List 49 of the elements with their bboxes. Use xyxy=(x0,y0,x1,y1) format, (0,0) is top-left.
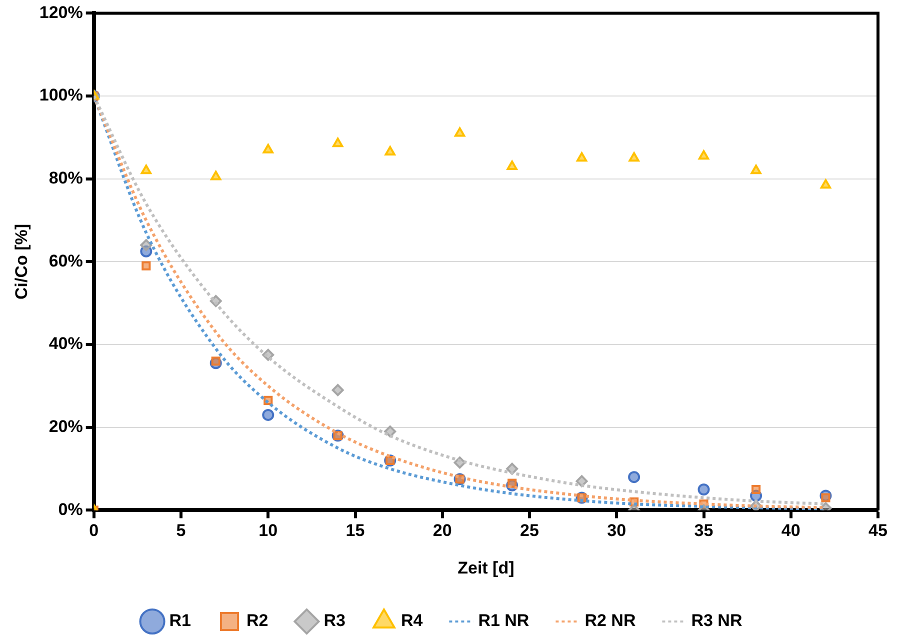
point xyxy=(698,150,710,160)
y-tick-label: 60% xyxy=(48,251,83,270)
x-tick-label: 10 xyxy=(258,521,278,540)
point xyxy=(262,144,274,154)
point xyxy=(262,408,274,421)
legend-label: R4 xyxy=(400,611,424,630)
x-tick-label: 25 xyxy=(520,521,539,540)
point xyxy=(628,152,640,162)
legend-label: R2 NR xyxy=(584,611,636,630)
y-tick-label: 40% xyxy=(48,334,83,354)
point xyxy=(142,261,151,270)
point xyxy=(384,426,396,438)
legend-label: R2 xyxy=(246,611,268,630)
y-axis-title: Ci/Co [%] xyxy=(12,224,31,300)
x-tick-label: 15 xyxy=(346,521,365,540)
point xyxy=(454,127,466,137)
y-tick-label: 80% xyxy=(48,168,83,188)
x-tick-label: 20 xyxy=(432,521,452,540)
point xyxy=(332,384,344,396)
x-tick-label: 30 xyxy=(607,521,626,540)
point xyxy=(750,164,762,174)
x-tick-label: 45 xyxy=(868,521,888,540)
point xyxy=(820,179,832,189)
point xyxy=(821,493,830,502)
point xyxy=(506,160,518,170)
point xyxy=(140,239,152,252)
point xyxy=(576,152,588,162)
y-tick-label: 100% xyxy=(39,86,83,105)
point xyxy=(698,483,710,496)
point xyxy=(384,146,396,156)
x-tick-label: 5 xyxy=(176,521,186,540)
point xyxy=(140,164,152,174)
point xyxy=(332,138,344,148)
point xyxy=(751,484,761,494)
x-tick-label: 40 xyxy=(781,521,800,540)
point xyxy=(576,475,588,488)
point xyxy=(211,356,220,366)
legend-label: R3 NR xyxy=(691,611,742,630)
y-tick-label: 20% xyxy=(48,417,83,436)
legend-label: R1 NR xyxy=(478,611,530,630)
x-tick-label: 35 xyxy=(694,521,714,540)
legend-label: R1 xyxy=(169,611,192,630)
x-axis-title: Zeit [d] xyxy=(458,558,514,578)
y-tick-label: 0% xyxy=(58,500,83,519)
y-tick-label: 120% xyxy=(39,2,83,22)
legend-label: R3 xyxy=(324,611,346,630)
point xyxy=(628,471,640,484)
x-tick-label: 0 xyxy=(89,521,99,540)
point xyxy=(210,170,222,180)
